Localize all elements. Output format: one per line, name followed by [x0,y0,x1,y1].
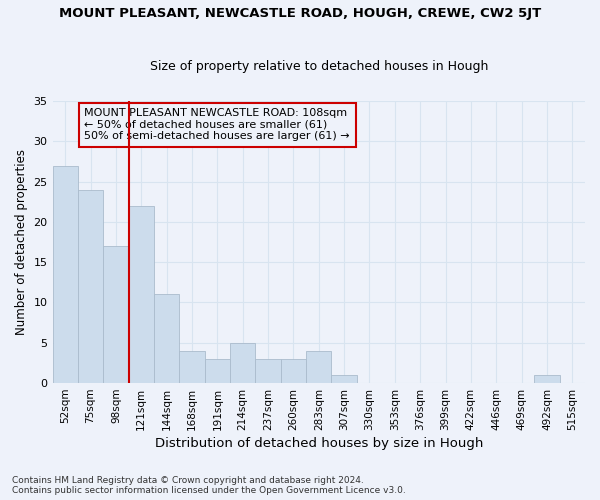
Text: Contains HM Land Registry data © Crown copyright and database right 2024.
Contai: Contains HM Land Registry data © Crown c… [12,476,406,495]
Bar [256,359,281,383]
Bar [205,359,230,383]
Text: MOUNT PLEASANT NEWCASTLE ROAD: 108sqm
← 50% of detached houses are smaller (61)
: MOUNT PLEASANT NEWCASTLE ROAD: 108sqm ← … [85,108,350,142]
X-axis label: Distribution of detached houses by size in Hough: Distribution of detached houses by size … [155,437,483,450]
Bar [53,166,78,383]
Y-axis label: Number of detached properties: Number of detached properties [15,149,28,335]
Bar [179,351,205,383]
Bar [128,206,154,383]
Bar [230,343,256,383]
Bar [534,375,560,383]
Bar [78,190,103,383]
Bar [331,375,357,383]
Bar [306,351,331,383]
Text: MOUNT PLEASANT, NEWCASTLE ROAD, HOUGH, CREWE, CW2 5JT: MOUNT PLEASANT, NEWCASTLE ROAD, HOUGH, C… [59,8,541,20]
Bar [103,246,128,383]
Title: Size of property relative to detached houses in Hough: Size of property relative to detached ho… [149,60,488,74]
Bar [281,359,306,383]
Bar [154,294,179,383]
